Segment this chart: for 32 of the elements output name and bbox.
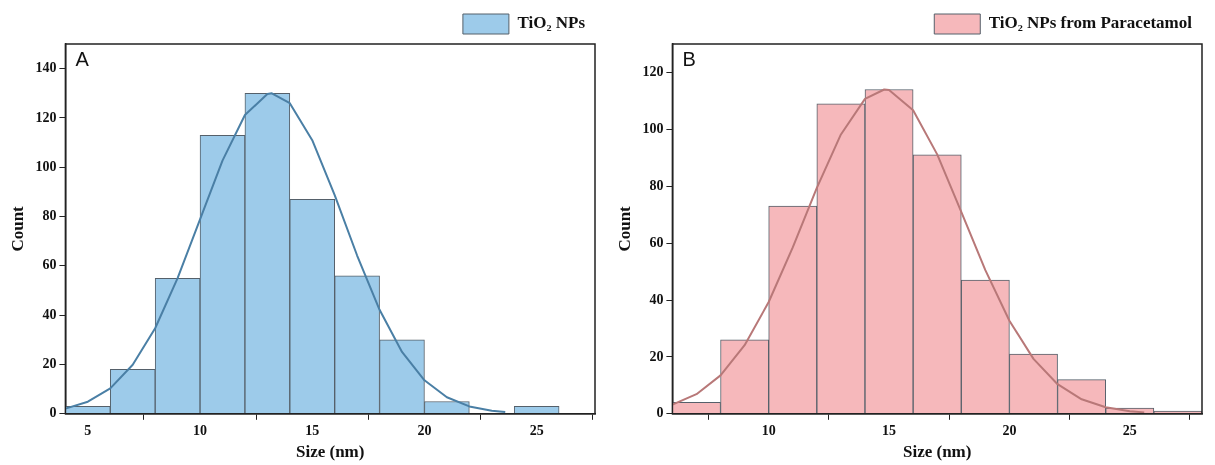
y-axis-title: Count [614,205,634,252]
x-tick-label: 20 [1002,422,1017,438]
x-tick-label: 20 [417,422,432,438]
y-axis-title: Count [7,205,27,252]
x-axis-title: Size (nm) [902,442,972,462]
x-tick-label: 25 [1122,422,1137,438]
y-tick-label: 20 [42,356,57,372]
x-tick-label: 25 [529,422,544,438]
y-tick-label: 100 [642,120,664,136]
y-tick-label: 100 [35,158,57,174]
annotation: B [682,47,696,70]
x-tick-label: 15 [882,422,897,438]
y-tick-label: 120 [35,109,57,125]
x-tick-label: 5 [84,422,92,438]
y-tick-label: 140 [35,60,57,76]
y-tick-label: 40 [42,306,57,322]
x-tick-label: 15 [305,422,320,438]
x-tick-label: 10 [193,422,208,438]
y-tick-label: 60 [42,257,57,273]
legend-label: TiO₂ NPs from Paracetamol [988,13,1193,33]
y-tick-label: 0 [49,405,57,421]
legend-label: TiO₂ NPs [517,13,586,33]
y-tick-label: 0 [656,405,664,421]
y-tick-label: 40 [649,291,664,307]
x-tick-label: 10 [761,422,776,438]
y-tick-label: 60 [649,234,664,250]
y-tick-label: 80 [42,208,57,224]
y-tick-label: 20 [649,348,664,364]
annotation: A [75,47,90,70]
x-axis-title: Size (nm) [295,442,365,462]
y-tick-label: 80 [649,177,664,193]
y-tick-label: 120 [642,64,664,80]
